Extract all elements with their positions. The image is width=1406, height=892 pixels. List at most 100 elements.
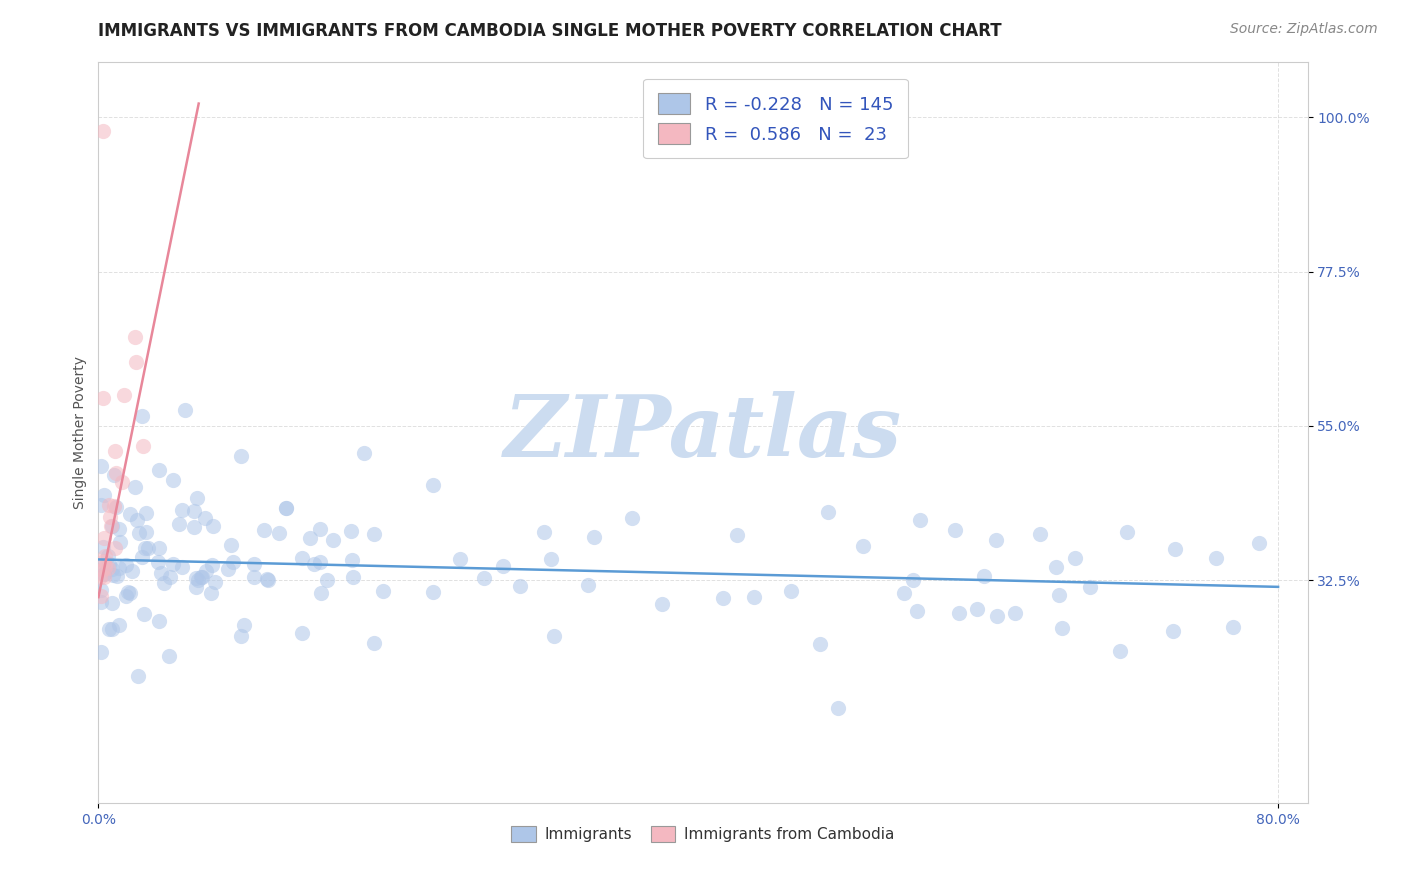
Point — [104, 443, 127, 458]
Point — [583, 530, 606, 544]
Point — [191, 569, 214, 583]
Point — [104, 466, 127, 480]
Point — [103, 499, 125, 513]
Point — [112, 388, 135, 402]
Point — [340, 524, 363, 538]
Point — [90, 589, 112, 603]
Point — [135, 507, 157, 521]
Point — [148, 614, 170, 628]
Point — [93, 549, 115, 563]
Point — [186, 491, 208, 506]
Point — [943, 524, 966, 538]
Point — [986, 608, 1008, 623]
Point — [174, 402, 197, 417]
Point — [157, 648, 180, 663]
Point — [90, 583, 112, 598]
Point — [201, 519, 224, 533]
Point — [422, 585, 444, 599]
Point — [316, 574, 339, 588]
Point — [170, 559, 193, 574]
Text: Source: ZipAtlas.com: Source: ZipAtlas.com — [1230, 22, 1378, 37]
Point — [373, 584, 395, 599]
Point — [948, 606, 970, 620]
Point — [1078, 580, 1101, 594]
Point — [121, 564, 143, 578]
Point — [91, 563, 114, 577]
Point — [89, 570, 111, 584]
Point — [276, 500, 298, 515]
Point — [111, 475, 134, 490]
Point — [91, 558, 114, 573]
Point — [908, 512, 931, 526]
Point — [222, 555, 245, 569]
Point — [101, 622, 124, 636]
Point — [986, 533, 1008, 548]
Point — [256, 572, 278, 586]
Point — [200, 586, 222, 600]
Point — [1109, 644, 1132, 658]
Point — [363, 527, 385, 541]
Point — [1222, 620, 1244, 634]
Point — [299, 531, 322, 545]
Point — [134, 541, 156, 555]
Point — [966, 602, 988, 616]
Point — [229, 450, 252, 464]
Point — [93, 531, 115, 545]
Point — [231, 629, 253, 643]
Point — [117, 585, 139, 599]
Point — [104, 541, 127, 556]
Point — [128, 526, 150, 541]
Point — [132, 439, 155, 453]
Point — [169, 517, 191, 532]
Point — [274, 501, 297, 516]
Point — [162, 474, 184, 488]
Text: IMMIGRANTS VS IMMIGRANTS FROM CAMBODIA SINGLE MOTHER POVERTY CORRELATION CHART: IMMIGRANTS VS IMMIGRANTS FROM CAMBODIA S… — [98, 22, 1002, 40]
Point — [97, 557, 120, 571]
Point — [184, 580, 207, 594]
Point — [103, 568, 125, 582]
Point — [905, 604, 928, 618]
Point — [93, 567, 115, 582]
Point — [621, 510, 644, 524]
Legend: Immigrants, Immigrants from Cambodia: Immigrants, Immigrants from Cambodia — [505, 821, 901, 848]
Point — [744, 591, 766, 605]
Point — [1004, 606, 1026, 620]
Point — [90, 595, 112, 609]
Point — [108, 618, 131, 632]
Point — [852, 539, 875, 553]
Point — [103, 468, 125, 483]
Point — [93, 570, 115, 584]
Point — [115, 558, 138, 573]
Point — [131, 550, 153, 565]
Point — [363, 636, 385, 650]
Point — [91, 392, 114, 406]
Point — [780, 584, 803, 599]
Point — [98, 622, 121, 636]
Point — [104, 500, 127, 514]
Point — [1063, 551, 1085, 566]
Point — [1205, 551, 1227, 566]
Point — [243, 570, 266, 584]
Point — [308, 522, 330, 536]
Point — [183, 503, 205, 517]
Point — [309, 555, 332, 569]
Point — [492, 558, 515, 573]
Point — [817, 505, 839, 519]
Point — [148, 541, 170, 555]
Point — [101, 519, 124, 533]
Point — [711, 591, 734, 606]
Point — [90, 458, 112, 473]
Point — [90, 498, 112, 512]
Point — [233, 618, 256, 632]
Point — [183, 520, 205, 534]
Point — [101, 562, 124, 576]
Point — [651, 597, 673, 611]
Point — [93, 553, 115, 567]
Point — [1045, 560, 1067, 574]
Point — [1047, 588, 1070, 602]
Point — [204, 574, 226, 589]
Point — [124, 329, 146, 343]
Point — [93, 560, 115, 574]
Point — [472, 571, 495, 585]
Point — [148, 463, 170, 477]
